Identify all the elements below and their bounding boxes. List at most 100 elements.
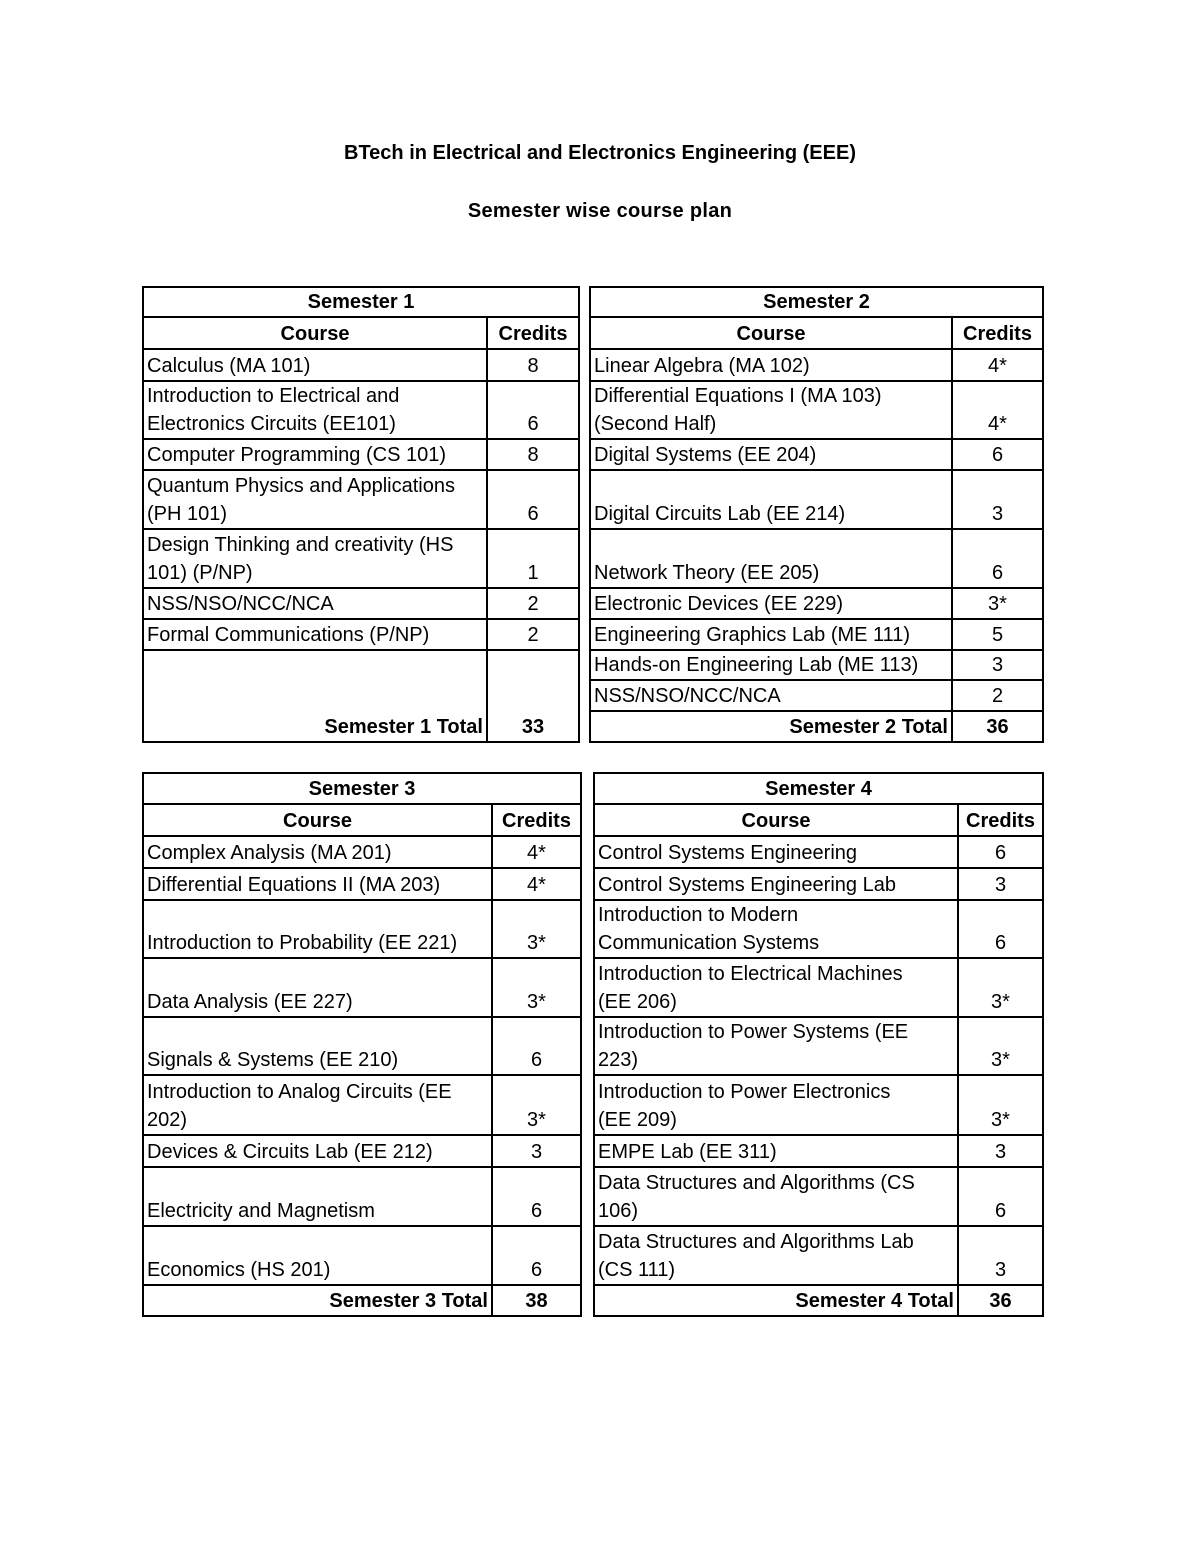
semester-total-label: Semester 3 Total <box>142 1284 493 1317</box>
course-credits: 2 <box>486 587 580 620</box>
course-credits: 1 <box>486 528 580 589</box>
table-row: Introduction to Probability (EE 221) 3* In… <box>142 899 1044 959</box>
semester-header: Semester 4 <box>593 772 1044 805</box>
table-row: Differential Equations II (MA 203) 4* Cont… <box>142 867 1044 901</box>
course-name: Engineering Graphics Lab (ME 111) <box>589 618 953 651</box>
credits-column-header: Credits <box>486 316 580 350</box>
table-row: Semester 2 Total 36 <box>143 710 1044 743</box>
table-separator <box>580 773 595 1316</box>
course-credits: 3 <box>951 649 1044 681</box>
course-name: Differential Equations II (MA 203) <box>142 867 493 901</box>
table-row: Semester 1 Total 33 Hands-on Engineering L… <box>142 649 1044 743</box>
course-name: Introduction to Analog Circuits (EE 202) <box>142 1074 493 1136</box>
credits-column-header: Credits <box>951 316 1044 350</box>
course-credits: 6 <box>491 1016 582 1076</box>
course-name: Electronic Devices (EE 229) <box>589 587 953 620</box>
course-credits: 3 <box>491 1134 582 1168</box>
table-row: Electricity and Magnetism 6 Data Structure… <box>142 1166 1044 1227</box>
semester-total-credits: 36 <box>957 1284 1044 1317</box>
course-credits: 4* <box>491 867 582 901</box>
table-row: Calculus (MA 101) 8 Linear Algebra (MA 102… <box>142 348 1044 382</box>
table-row: Semester 3 Semester 4 <box>142 772 1044 1316</box>
course-name: Introduction to Power Electronics (EE 209… <box>593 1074 959 1136</box>
table-row: Design Thinking and creativity (HS 101) (… <box>142 528 1044 589</box>
table-row: Computer Programming (CS 101) 8 Digital Sy… <box>142 438 1044 471</box>
table-row: NSS/NSO/NCC/NCA 2 Electronic Devices (EE 2… <box>142 587 1044 620</box>
course-name: Introduction to Electrical Machines (EE 2… <box>593 957 959 1018</box>
course-name: EMPE Lab (EE 311) <box>593 1134 959 1168</box>
table-row: Introduction to Electrical and Electronic… <box>142 380 1044 440</box>
course-credits: 4* <box>951 380 1044 440</box>
course-credits: 3 <box>957 1134 1044 1168</box>
course-name: Introduction to Electrical and Electronic… <box>142 380 488 440</box>
course-name: Economics (HS 201) <box>142 1225 493 1286</box>
table-row: Semester 3 Total 38 Semester 4 Total 36 <box>142 1284 1044 1317</box>
course-credits: 3* <box>957 957 1044 1018</box>
table-row: Complex Analysis (MA 201) 4* Control Syste… <box>142 835 1044 869</box>
course-name: Introduction to Probability (EE 221) <box>142 899 493 959</box>
document-subtitle: Semester wise course plan <box>467 200 733 222</box>
semester-total-credits: 33 <box>486 649 580 743</box>
table-row: Introduction to Analog Circuits (EE 202) 3… <box>142 1074 1044 1136</box>
course-credits: 6 <box>486 380 580 440</box>
course-name: Digital Circuits Lab (EE 214) <box>589 469 953 530</box>
semester-3-4-table: Semester 3 Semester 4 Course Credits Course C… <box>142 772 1044 1317</box>
course-name: Control Systems Engineering <box>593 835 959 869</box>
course-credits: 6 <box>957 899 1044 959</box>
table-row: Data Analysis (EE 227) 3* Introduction to … <box>142 957 1044 1018</box>
course-name: Differential Equations I (MA 103) (Second… <box>589 380 953 440</box>
table-row: Semester 1 Semester 2 <box>142 286 1044 742</box>
course-name: Complex Analysis (MA 201) <box>142 835 493 869</box>
course-column-header: Course <box>142 316 488 350</box>
table-row: Devices & Circuits Lab (EE 212) 3 EMPE Lab… <box>142 1134 1044 1168</box>
course-credits: 6 <box>957 835 1044 869</box>
course-credits: 8 <box>486 438 580 471</box>
course-name: Data Analysis (EE 227) <box>142 957 493 1018</box>
course-name: Data Structures and Algorithms Lab (CS 11… <box>593 1225 959 1286</box>
course-column-header: Course <box>589 316 953 350</box>
table-row: Quantum Physics and Applications (PH 101)… <box>142 469 1044 530</box>
course-name: NSS/NSO/NCC/NCA <box>589 679 953 712</box>
table-row: Economics (HS 201) 6 Data Structures and A… <box>142 1225 1044 1286</box>
document-title: BTech in Electrical and Electronics Engi… <box>344 142 856 164</box>
table-separator <box>578 287 591 742</box>
course-name: Control Systems Engineering Lab <box>593 867 959 901</box>
table-row: Formal Communications (P/NP) 2 Engineering… <box>142 618 1044 651</box>
semester-1-2-table: Semester 1 Semester 2 Course Credits Course C… <box>142 286 1044 743</box>
course-credits: 3 <box>951 469 1044 530</box>
semester-total-credits: 38 <box>491 1284 582 1317</box>
course-credits: 4* <box>491 835 582 869</box>
course-column-header: Course <box>142 803 493 837</box>
semester-total-label: Semester 1 Total <box>142 649 488 743</box>
course-name: Digital Systems (EE 204) <box>589 438 953 471</box>
semester-total-credits: 36 <box>951 710 1044 743</box>
course-credits: 3* <box>491 957 582 1018</box>
course-credits: 6 <box>486 469 580 530</box>
course-name: Quantum Physics and Applications (PH 101) <box>142 469 488 530</box>
semester-total-label: Semester 4 Total <box>593 1284 959 1317</box>
course-credits: 8 <box>486 348 580 382</box>
course-credits: 3 <box>957 1225 1044 1286</box>
table-row: Course Credits Course Credits <box>142 316 1044 350</box>
course-name: Introduction to Modern Communication Syst… <box>593 899 959 959</box>
course-name: Linear Algebra (MA 102) <box>589 348 953 382</box>
semester-total-label: Semester 2 Total <box>589 710 953 743</box>
course-credits: 3 <box>957 867 1044 901</box>
course-credits: 5 <box>951 618 1044 651</box>
course-credits: 6 <box>951 528 1044 589</box>
semester-header: Semester 2 <box>589 286 1044 318</box>
course-name: Electricity and Magnetism <box>142 1166 493 1227</box>
course-name: Network Theory (EE 205) <box>589 528 953 589</box>
course-credits: 4* <box>951 348 1044 382</box>
table-row: Course Credits Course Credits <box>142 803 1044 837</box>
course-name: Calculus (MA 101) <box>142 348 488 382</box>
course-name: Hands-on Engineering Lab (ME 113) <box>589 649 953 681</box>
course-credits: 6 <box>957 1166 1044 1227</box>
course-name: Formal Communications (P/NP) <box>142 618 488 651</box>
course-credits: 3* <box>491 1074 582 1136</box>
semester-header: Semester 3 <box>142 772 582 805</box>
credits-column-header: Credits <box>957 803 1044 837</box>
table-row: NSS/NSO/NCC/NCA 2 <box>143 679 1044 712</box>
course-credits: 2 <box>951 679 1044 712</box>
course-name: Signals & Systems (EE 210) <box>142 1016 493 1076</box>
